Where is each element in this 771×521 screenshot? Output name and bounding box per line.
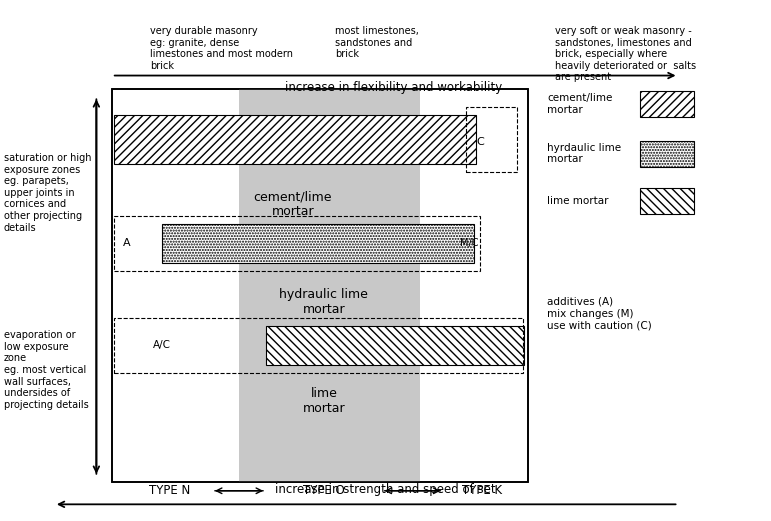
Bar (112, 89, 528, 482)
Text: TYPE K: TYPE K (462, 485, 502, 497)
Bar (640, 91, 694, 117)
Text: TYPE O: TYPE O (303, 485, 345, 497)
Bar (114, 115, 476, 164)
Text: very durable masonry
eg: granite, dense
limestones and most modern
brick: very durable masonry eg: granite, dense … (150, 26, 293, 71)
Text: C: C (476, 137, 484, 147)
Bar (114, 216, 480, 271)
Text: hyrdaulic lime
mortar: hyrdaulic lime mortar (547, 143, 621, 165)
Bar (466, 107, 517, 172)
Text: saturation or high
exposure zones
eg. parapets,
upper joints in
cornices and
oth: saturation or high exposure zones eg. pa… (4, 153, 91, 232)
Text: cement/lime
mortar: cement/lime mortar (254, 190, 332, 218)
Text: most limestones,
sandstones and
brick: most limestones, sandstones and brick (335, 26, 419, 59)
Text: increase in flexibility and workability: increase in flexibility and workability (284, 81, 502, 94)
Text: lime mortar: lime mortar (547, 195, 609, 206)
Bar (239, 89, 420, 482)
Text: cement/lime
mortar: cement/lime mortar (547, 93, 613, 115)
Text: evaporation or
low exposure
zone
eg. most vertical
wall surfaces,
undersides of
: evaporation or low exposure zone eg. mos… (4, 330, 89, 410)
Bar (640, 141, 694, 167)
Bar (162, 224, 474, 263)
Bar (112, 89, 528, 482)
Text: TYPE N: TYPE N (149, 485, 190, 497)
Bar (266, 326, 524, 365)
Text: additives (A)
mix changes (M)
use with caution (C): additives (A) mix changes (M) use with c… (547, 297, 652, 330)
Text: increase in strength and speed of set: increase in strength and speed of set (275, 483, 496, 496)
Text: A: A (123, 238, 131, 249)
Text: hydraulic lime
mortar: hydraulic lime mortar (279, 288, 369, 316)
Text: very soft or weak masonry -
sandstones, limestones and
brick, especially where
h: very soft or weak masonry - sandstones, … (555, 26, 696, 82)
Text: A/C: A/C (153, 340, 171, 350)
Text: lime
mortar: lime mortar (302, 387, 345, 415)
Bar (640, 188, 694, 214)
Bar (114, 318, 523, 373)
Text: M/C: M/C (460, 238, 478, 249)
